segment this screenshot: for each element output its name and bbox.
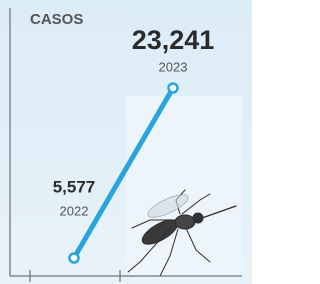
chart: CASOS 5,577 2022 23,241 2023 [0,0,252,284]
year-label: 2022 [60,203,89,218]
photo-panel [126,96,242,276]
point [169,84,178,93]
chart-title: CASOS [30,11,83,28]
value-label: 5,577 [53,177,96,196]
year-label: 2023 [159,59,188,74]
value-label: 23,241 [132,25,215,55]
point [70,254,79,263]
